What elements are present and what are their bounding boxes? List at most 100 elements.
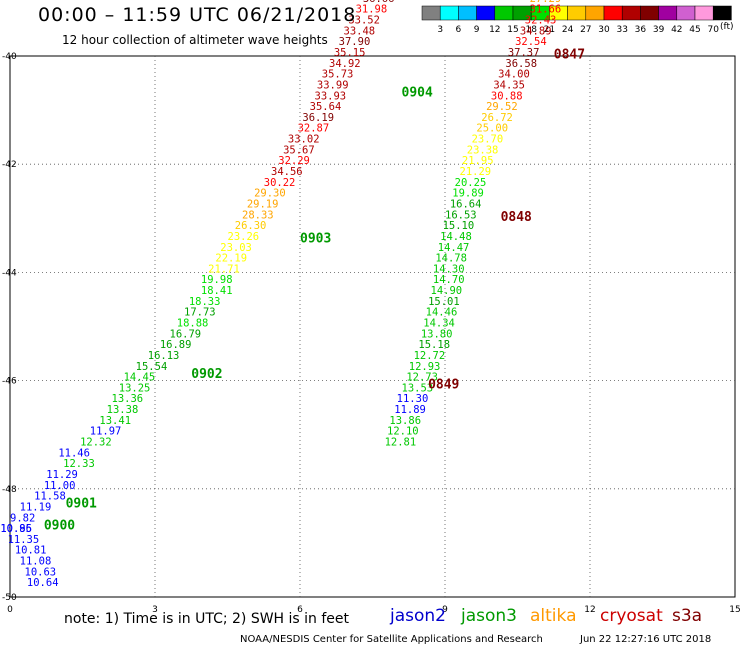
legend-tick-label: 27 xyxy=(580,25,591,35)
data-label: 33.48 xyxy=(344,25,376,37)
data-label: 16.64 xyxy=(450,198,482,210)
data-label: 10.86 xyxy=(0,523,32,535)
data-label: 11.89 xyxy=(394,404,426,416)
data-label: 33.02 xyxy=(288,134,320,146)
data-label: 12.10 xyxy=(387,426,419,438)
data-label: 15.10 xyxy=(443,220,475,232)
data-label: 18.33 xyxy=(189,296,221,308)
legend-tick-label: 18 xyxy=(525,25,537,35)
data-label: 14.47 xyxy=(438,242,470,254)
data-label: 15.01 xyxy=(428,296,460,308)
data-label: 11.19 xyxy=(20,501,52,513)
data-label: 31.66 xyxy=(530,4,562,16)
time-label: 0900 xyxy=(44,518,75,533)
legend-color-swatch xyxy=(585,5,605,21)
data-label: 11.97 xyxy=(90,426,122,438)
data-label: 23.70 xyxy=(472,134,504,146)
time-label: 0904 xyxy=(402,86,433,101)
legend-color-swatch xyxy=(567,5,587,21)
legend-tick-label: 24 xyxy=(562,25,574,35)
data-label: 21.29 xyxy=(460,166,492,178)
legend-tick-label: 36 xyxy=(635,25,647,35)
data-label: 10.63 xyxy=(25,566,57,578)
data-label: 11.46 xyxy=(58,447,90,459)
data-label: 32.43 xyxy=(525,15,557,27)
footer-timestamp: Jun 22 12:27:16 UTC 2018 xyxy=(580,634,712,645)
data-label: 35.73 xyxy=(322,69,354,81)
data-label: 13.25 xyxy=(119,382,151,394)
data-label: 34.00 xyxy=(498,69,530,81)
data-label: 15.18 xyxy=(418,339,450,351)
time-label: 0849 xyxy=(428,378,459,393)
legend-color-swatch xyxy=(694,5,714,21)
y-tick-label: -40 xyxy=(2,52,17,62)
data-label: 14.70 xyxy=(433,274,465,286)
data-label: 28.33 xyxy=(242,209,274,221)
data-label: 16.79 xyxy=(170,328,202,340)
data-label: 34.56 xyxy=(271,166,303,178)
chart-subtitle: 12 hour collection of altimeter wave hei… xyxy=(62,33,328,47)
x-tick-label: 9 xyxy=(442,605,448,615)
time-label: 0902 xyxy=(191,367,222,382)
data-label: 17.73 xyxy=(184,307,216,319)
legend-tick-label: 12 xyxy=(489,25,500,35)
data-label: 13.36 xyxy=(112,393,144,405)
data-label: 11.08 xyxy=(20,556,52,568)
legend-color-swatch xyxy=(439,5,459,21)
y-tick-label: -50 xyxy=(2,593,17,603)
time-label: 0848 xyxy=(501,210,532,225)
data-label: 10.64 xyxy=(27,577,59,589)
legend-color-swatch xyxy=(621,5,641,21)
data-label: 18.41 xyxy=(201,285,233,297)
data-label: 12.81 xyxy=(385,437,417,449)
data-label: 23.03 xyxy=(220,242,252,254)
legend-sat-cryosat: cryosat xyxy=(600,606,663,626)
y-tick-label: -44 xyxy=(2,268,17,278)
data-label: 12.73 xyxy=(406,372,438,384)
legend-tick-label: 70 xyxy=(707,25,719,35)
data-label: 21.71 xyxy=(208,263,240,275)
data-label: 16.89 xyxy=(160,339,192,351)
x-tick-label: 0 xyxy=(7,605,13,615)
data-label: 20.25 xyxy=(455,177,487,189)
legend-color-swatch xyxy=(458,5,477,21)
legend-tick-label: 3 xyxy=(437,25,443,35)
y-tick-label: -42 xyxy=(2,160,17,170)
legend-tick-label: 6 xyxy=(456,25,462,35)
data-label: 21.95 xyxy=(462,155,494,167)
legend-tick-label: 39 xyxy=(653,25,665,35)
data-label: 36.58 xyxy=(505,58,537,70)
legend-tick-label: 21 xyxy=(544,25,555,35)
data-label: 14.90 xyxy=(431,285,463,297)
data-label: 31.98 xyxy=(356,4,388,16)
data-label: 11.58 xyxy=(34,491,66,503)
data-label: 13.86 xyxy=(389,415,421,427)
data-label: 14.30 xyxy=(433,263,465,275)
y-tick-label: -48 xyxy=(2,485,17,495)
legend-tick-label: 30 xyxy=(598,25,610,35)
data-label: 37.37 xyxy=(508,47,540,59)
data-label: 16.53 xyxy=(445,209,477,221)
data-label: 14.78 xyxy=(435,253,467,265)
data-label: 33.93 xyxy=(315,90,347,102)
data-label: 19.98 xyxy=(201,274,233,286)
data-label: 12.33 xyxy=(63,458,95,470)
data-label: 11.30 xyxy=(397,393,429,405)
legend-color-swatch xyxy=(658,5,678,21)
legend-color-swatch xyxy=(676,5,696,21)
data-label: 32.87 xyxy=(298,123,330,135)
data-label: 32.29 xyxy=(278,155,310,167)
data-label: 35.67 xyxy=(283,144,315,156)
data-label: 34.92 xyxy=(329,58,361,70)
data-label: 32.54 xyxy=(515,36,547,48)
data-label: 34.35 xyxy=(493,79,525,91)
data-label: 29.30 xyxy=(254,188,286,200)
data-label: 33.99 xyxy=(317,79,349,91)
data-label: 13.41 xyxy=(99,415,131,427)
data-label: 27.29 xyxy=(530,0,562,5)
legend-tick-label: 15 xyxy=(507,25,518,35)
data-label: 35.15 xyxy=(334,47,366,59)
data-label: 30.22 xyxy=(264,177,296,189)
data-label: 12.93 xyxy=(409,361,441,373)
legend-color-swatch xyxy=(476,5,496,21)
